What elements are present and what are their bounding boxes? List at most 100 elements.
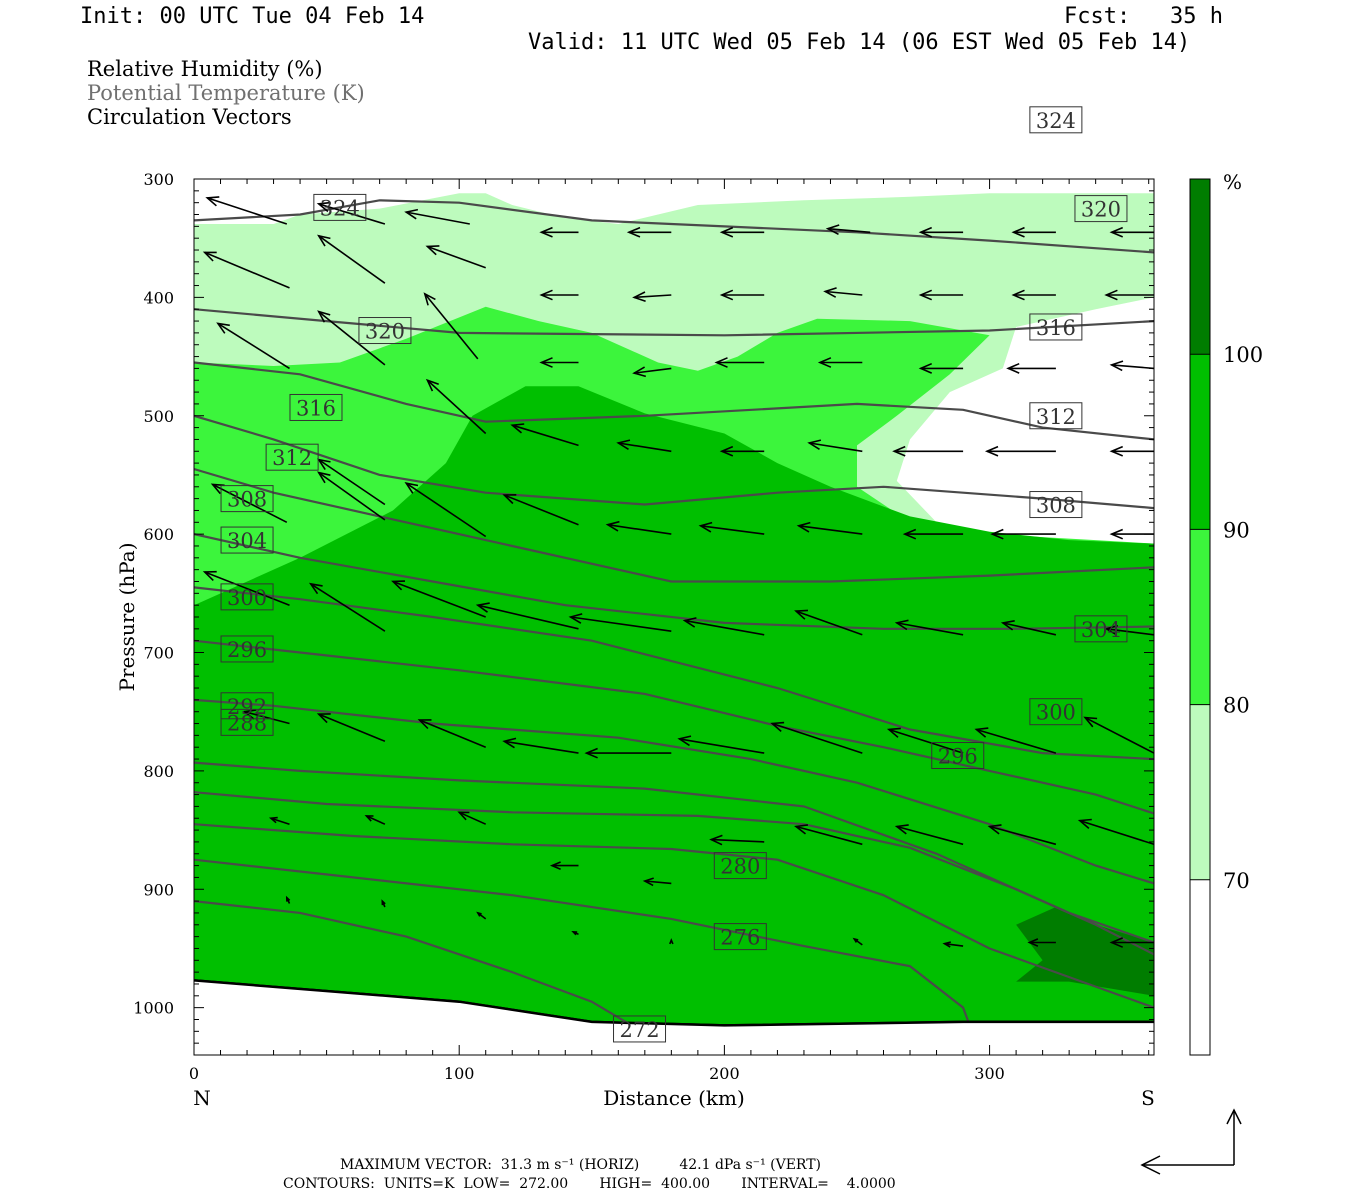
- theta-contour-label: 292: [227, 695, 267, 719]
- vector-shaft: [1111, 364, 1154, 370]
- vector-shaft: [1084, 716, 1154, 754]
- theta-contour-316: [194, 361, 1154, 441]
- theta-label-box: [220, 485, 274, 513]
- vector-shaft: [419, 719, 487, 748]
- vector-head: [381, 899, 386, 906]
- circulation-vector: [242, 709, 290, 725]
- vector-head: [216, 322, 230, 334]
- circulation-vector: [381, 899, 386, 908]
- vector-head: [984, 445, 999, 457]
- vector-head: [202, 570, 217, 581]
- vector-head: [894, 619, 909, 631]
- theta-label-box: [1029, 402, 1083, 430]
- vector-shaft: [318, 471, 386, 521]
- y-tick-label: 900: [143, 880, 174, 899]
- legend-potential-temperature: Potential Temperature (K): [87, 81, 365, 105]
- circulation-vector: [918, 226, 964, 238]
- vector-head: [669, 938, 674, 945]
- circulation-vector: [918, 289, 964, 301]
- theta-contour-label: 296: [938, 745, 978, 769]
- vector-head: [987, 824, 1002, 835]
- vector-shaft: [405, 482, 487, 538]
- vector-head: [1000, 620, 1015, 631]
- circulation-vector: [423, 292, 479, 360]
- circulation-vector: [202, 251, 290, 289]
- vector-head: [391, 580, 406, 591]
- y-tick-label: 400: [143, 288, 174, 307]
- theta-contour-label: 296: [227, 638, 267, 662]
- circulation-vector: [770, 721, 863, 754]
- vector-shaft: [1002, 622, 1057, 636]
- vector-head: [682, 617, 697, 628]
- vector-head: [404, 208, 419, 220]
- theta-label-box: [1074, 615, 1128, 643]
- circulation-vector: [719, 289, 765, 301]
- vector-head: [794, 609, 809, 620]
- vector-shaft: [634, 367, 672, 374]
- circulation-vector: [404, 482, 487, 538]
- circulation-vector: [317, 471, 386, 521]
- theta-contour-label: 312: [1036, 405, 1076, 429]
- theta-contour-label: 304: [1081, 618, 1121, 642]
- vector-head: [1109, 360, 1124, 372]
- circulation-vector: [1011, 289, 1056, 301]
- vector-head: [1083, 716, 1098, 728]
- theta-label-box: [220, 635, 274, 663]
- maximum-vector-note: MAXIMUM VECTOR: 31.3 m s⁻¹ (HORIZ) 42.1 …: [340, 1157, 822, 1173]
- circulation-vector: [1006, 362, 1056, 374]
- vector-head: [425, 378, 439, 392]
- vector-head: [308, 582, 323, 595]
- vector-head: [823, 287, 837, 298]
- vector-shaft: [207, 197, 288, 225]
- theta-label-box: [1029, 491, 1083, 519]
- theta-contour-label: 316: [1036, 316, 1076, 340]
- vector-shaft: [618, 442, 672, 453]
- vector-head: [1109, 226, 1124, 238]
- vector-shaft: [711, 838, 765, 843]
- vector-shaft: [318, 310, 386, 366]
- vector-head: [632, 366, 647, 378]
- vector-head: [571, 931, 578, 936]
- vector-head: [902, 528, 917, 540]
- vector-head: [202, 251, 217, 262]
- vector-head: [1011, 226, 1025, 238]
- colorbar-band: [1190, 354, 1210, 530]
- vector-shaft: [795, 825, 863, 846]
- circulation-vector: [886, 727, 964, 754]
- theta-contour-label: 308: [1036, 494, 1076, 518]
- vector-shaft: [204, 571, 290, 606]
- vector-shaft: [888, 728, 964, 754]
- colorbar-band: [1190, 529, 1210, 705]
- x-axis-label: Distance (km): [603, 1086, 745, 1110]
- vector-head: [677, 735, 692, 747]
- circulation-vector: [709, 834, 765, 846]
- circulation-vector: [902, 528, 964, 540]
- vector-shaft: [700, 525, 765, 535]
- theta-contour-label: 312: [272, 446, 312, 470]
- circulation-vector: [502, 494, 579, 526]
- vector-shaft: [318, 203, 386, 225]
- vector-shaft: [809, 442, 863, 453]
- circulation-vector: [1104, 289, 1154, 301]
- theta-label-box: [358, 317, 412, 345]
- circulation-vector: [1083, 716, 1154, 754]
- theta-contour-label: 276: [720, 926, 760, 950]
- vector-head: [990, 528, 1004, 540]
- x-tick-label: 200: [709, 1064, 740, 1083]
- vector-head: [317, 234, 331, 247]
- theta-contour-304: [194, 533, 1154, 630]
- theta-label-box: [220, 708, 274, 736]
- vector-head: [1077, 818, 1092, 830]
- vector-shaft: [504, 494, 579, 526]
- vector-head: [417, 719, 432, 730]
- colorbar-band: [1190, 179, 1210, 355]
- vector-shaft: [607, 523, 672, 535]
- circulation-vector: [807, 439, 863, 453]
- vector-shaft: [477, 604, 579, 630]
- circulation-vector: [682, 617, 765, 636]
- colorbar-unit-label: %: [1223, 170, 1242, 194]
- vector-shaft: [366, 815, 386, 825]
- vector-head: [457, 811, 470, 821]
- circulation-vector: [894, 824, 964, 846]
- circulation-vector: [892, 445, 964, 457]
